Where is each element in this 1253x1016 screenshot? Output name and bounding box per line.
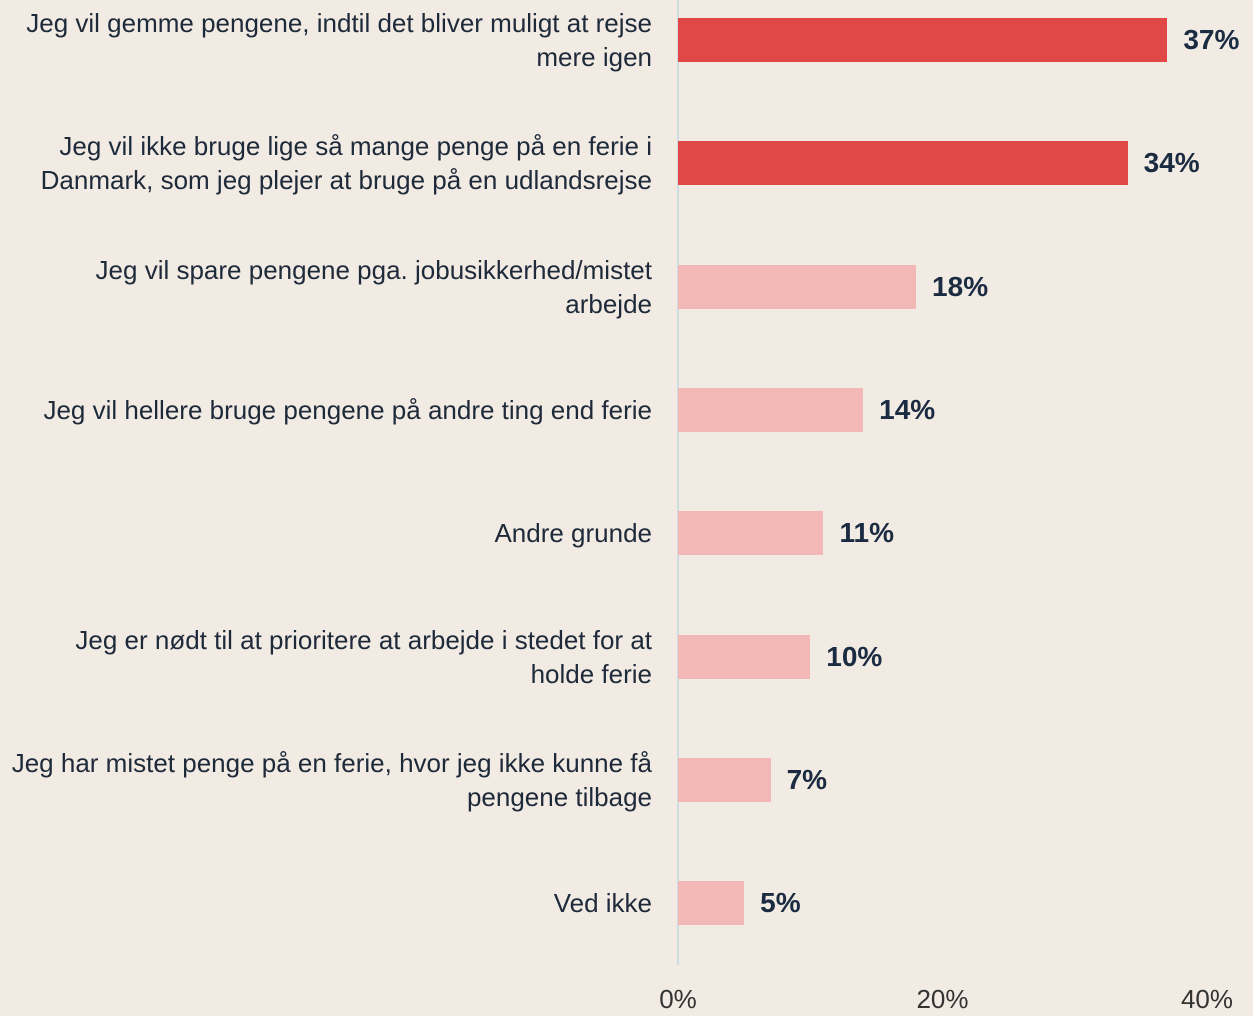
value-label: 37% xyxy=(1183,24,1240,55)
value-label: 18% xyxy=(932,270,989,302)
category-label: Ved ikke xyxy=(553,888,652,919)
x-tick-label: 40% xyxy=(1180,984,1234,1014)
bar xyxy=(678,757,771,802)
bar xyxy=(678,511,824,556)
y-axis-line xyxy=(677,0,679,965)
category-label: Jeg er nødt til at prioritere at arbejde… xyxy=(75,624,652,689)
category-label: Jeg har mistet penge på en ferie, hvor j… xyxy=(11,747,652,812)
category-label: Jeg vil gemme pengene, indtil det bliver… xyxy=(26,8,652,72)
bar xyxy=(678,264,917,309)
category-label: Andre grunde xyxy=(494,518,652,549)
value-label: 14% xyxy=(879,393,936,425)
bar xyxy=(678,881,745,926)
value-label: 34% xyxy=(1143,147,1200,179)
value-label: 10% xyxy=(826,640,883,672)
value-label: 5% xyxy=(760,887,801,919)
bar xyxy=(678,387,864,432)
x-tick-label: 0% xyxy=(659,984,697,1014)
value-label: 7% xyxy=(786,763,828,795)
value-label: 11% xyxy=(839,517,894,549)
bar xyxy=(678,634,811,679)
category-label: Jeg vil spare pengene pga. jobusikkerhed… xyxy=(95,254,652,319)
bar xyxy=(678,141,1128,186)
bar xyxy=(678,18,1168,62)
category-label: Jeg vil ikke bruge lige så mange penge p… xyxy=(40,131,652,196)
x-tick-label: 20% xyxy=(916,984,969,1014)
category-label: Jeg vil hellere bruge pengene på andre t… xyxy=(43,394,652,425)
